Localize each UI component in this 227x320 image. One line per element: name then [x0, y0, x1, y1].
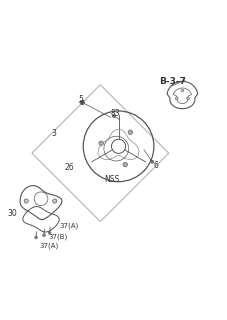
Text: 3: 3 [51, 129, 56, 138]
Circle shape [186, 97, 189, 100]
Text: 30: 30 [8, 209, 17, 218]
Text: 6: 6 [153, 161, 158, 170]
Circle shape [150, 160, 153, 164]
Text: NSS: NSS [104, 175, 119, 184]
Circle shape [122, 162, 127, 167]
Circle shape [24, 199, 28, 203]
Circle shape [48, 232, 51, 234]
Text: 26: 26 [64, 164, 74, 172]
Circle shape [175, 97, 177, 100]
Text: 83: 83 [110, 109, 119, 118]
Text: B-3-7: B-3-7 [158, 77, 185, 86]
Circle shape [112, 114, 115, 117]
Circle shape [52, 199, 57, 203]
Circle shape [99, 141, 103, 146]
Circle shape [81, 101, 83, 103]
Circle shape [180, 89, 183, 92]
Text: 37(A): 37(A) [39, 242, 58, 249]
Text: 37(B): 37(B) [48, 233, 67, 240]
Circle shape [128, 130, 132, 134]
Text: 5: 5 [78, 95, 83, 104]
Circle shape [35, 236, 37, 239]
Text: 37(A): 37(A) [60, 223, 79, 229]
Circle shape [42, 234, 45, 236]
